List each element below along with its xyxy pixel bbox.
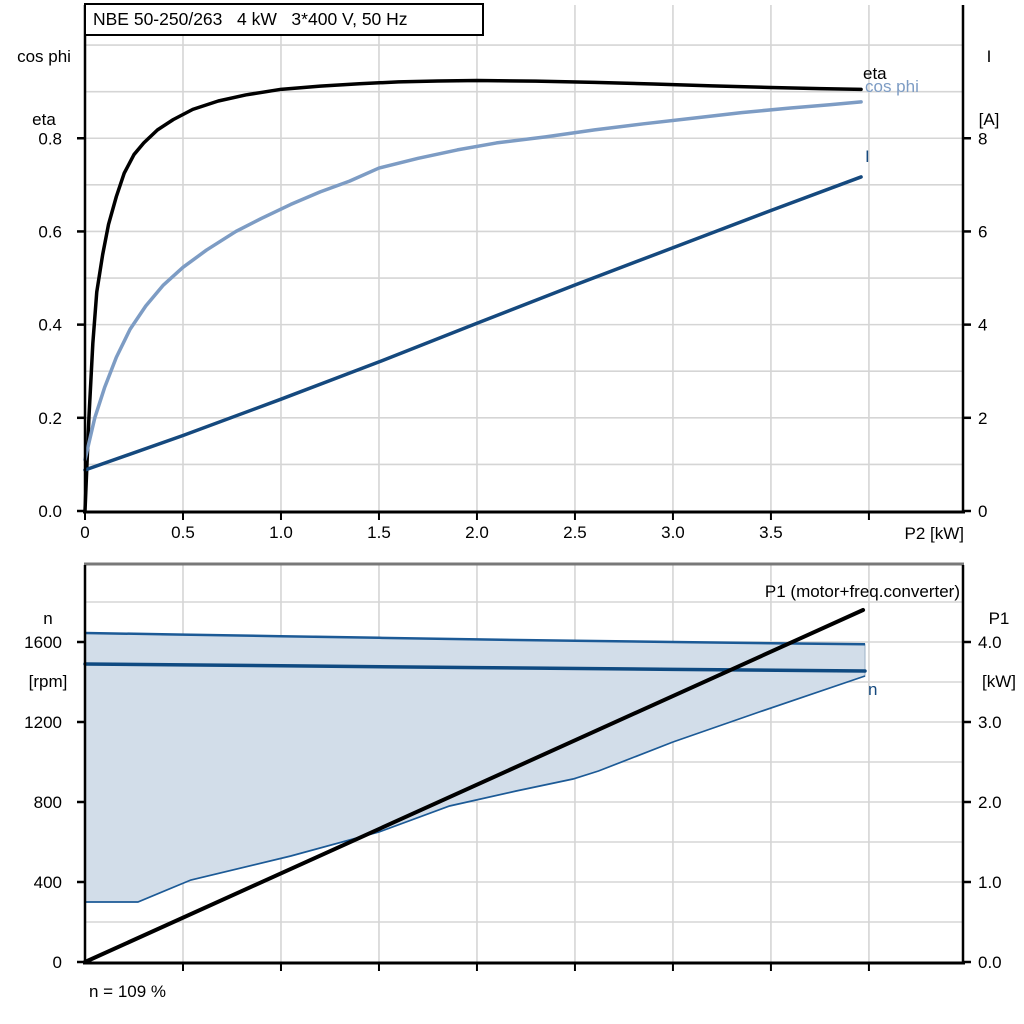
tick-label-y-left: 1600 — [24, 633, 62, 652]
curve-n — [83, 662, 867, 673]
tick-label-y-right: 3.0 — [978, 713, 1002, 732]
tick-label-x: 1.5 — [367, 523, 391, 542]
tick-label-y-left: 0.6 — [38, 222, 62, 241]
speed-band-area — [84, 632, 866, 903]
tick-label-x: 3.5 — [759, 523, 783, 542]
chart-title: NBE 50-250/263 4 kW 3*400 V, 50 Hz — [93, 9, 408, 29]
tick-label-y-right: 1.0 — [978, 873, 1002, 892]
tick-label-y-right: 2 — [978, 409, 987, 428]
axis-title-p1-unit: [kW] — [982, 672, 1016, 691]
tick-label-x: 2.5 — [563, 523, 587, 542]
tick-label-y-left: 0.0 — [38, 502, 62, 521]
tick-label-y-left: 1200 — [24, 713, 62, 732]
axis-title-eta: eta — [32, 110, 56, 129]
axis-title-current: I — [986, 47, 992, 66]
tick-label-x: 2.0 — [465, 523, 489, 542]
top-right-axis-title: I [A] — [966, 4, 1012, 172]
curve-i — [83, 175, 863, 472]
tick-label-x: 0 — [80, 523, 89, 542]
p1-curve-label: P1 (motor+freq.converter) — [764, 582, 960, 601]
current-curve-label: I — [865, 147, 870, 166]
curve-cos-phi — [83, 100, 863, 462]
curve-p1-motor-freq-converter — [83, 608, 866, 964]
chart-title-box: NBE 50-250/263 4 kW 3*400 V, 50 Hz — [84, 3, 484, 36]
tick-label-y-right: 2.0 — [978, 793, 1002, 812]
n-curve-label: n — [868, 680, 878, 699]
cos-phi-curve-label: cos phi — [865, 77, 919, 96]
tick-label-y-right: 8 — [978, 129, 987, 148]
bottom-right-axis-title: P1 [kW] — [975, 566, 1023, 734]
tick-label-y-right: 0 — [978, 502, 987, 521]
tick-label-x: 1.0 — [269, 523, 293, 542]
x-axis-title-p2: P2 [kW] — [904, 524, 964, 543]
tick-label-y-left: 0.4 — [38, 316, 62, 335]
tick-label-y-right: 4.0 — [978, 633, 1002, 652]
top-left-axis-title: cos phi eta — [8, 4, 80, 172]
speed-band-upper-edge — [84, 631, 866, 646]
eta-curve-label: eta — [863, 64, 887, 83]
tick-label-x: 0.5 — [171, 523, 195, 542]
speed-note: n = 109 % — [89, 982, 167, 1001]
tick-label-x: 3.0 — [661, 523, 685, 542]
axis-title-n-unit: [rpm] — [28, 672, 68, 691]
bottom-left-axis-title: n [rpm] — [12, 566, 84, 734]
tick-label-y-left: 0.8 — [38, 129, 62, 148]
tick-label-y-left: 0.2 — [38, 409, 62, 428]
tick-label-y-right: 6 — [978, 222, 987, 241]
axis-title-p1: P1 — [988, 609, 1010, 628]
curve-eta — [83, 78, 863, 513]
axis-title-cos-phi: cos phi — [17, 47, 71, 66]
tick-label-y-left: 0 — [53, 953, 62, 972]
tick-label-y-left: 400 — [34, 873, 62, 892]
axis-title-n: n — [43, 609, 53, 628]
tick-label-y-right: 0.0 — [978, 953, 1002, 972]
axis-title-current-unit: [A] — [978, 110, 1000, 129]
tick-label-y-left: 800 — [34, 793, 62, 812]
speed-band-lower-edge — [85, 675, 866, 903]
tick-label-y-right: 4 — [978, 316, 987, 335]
